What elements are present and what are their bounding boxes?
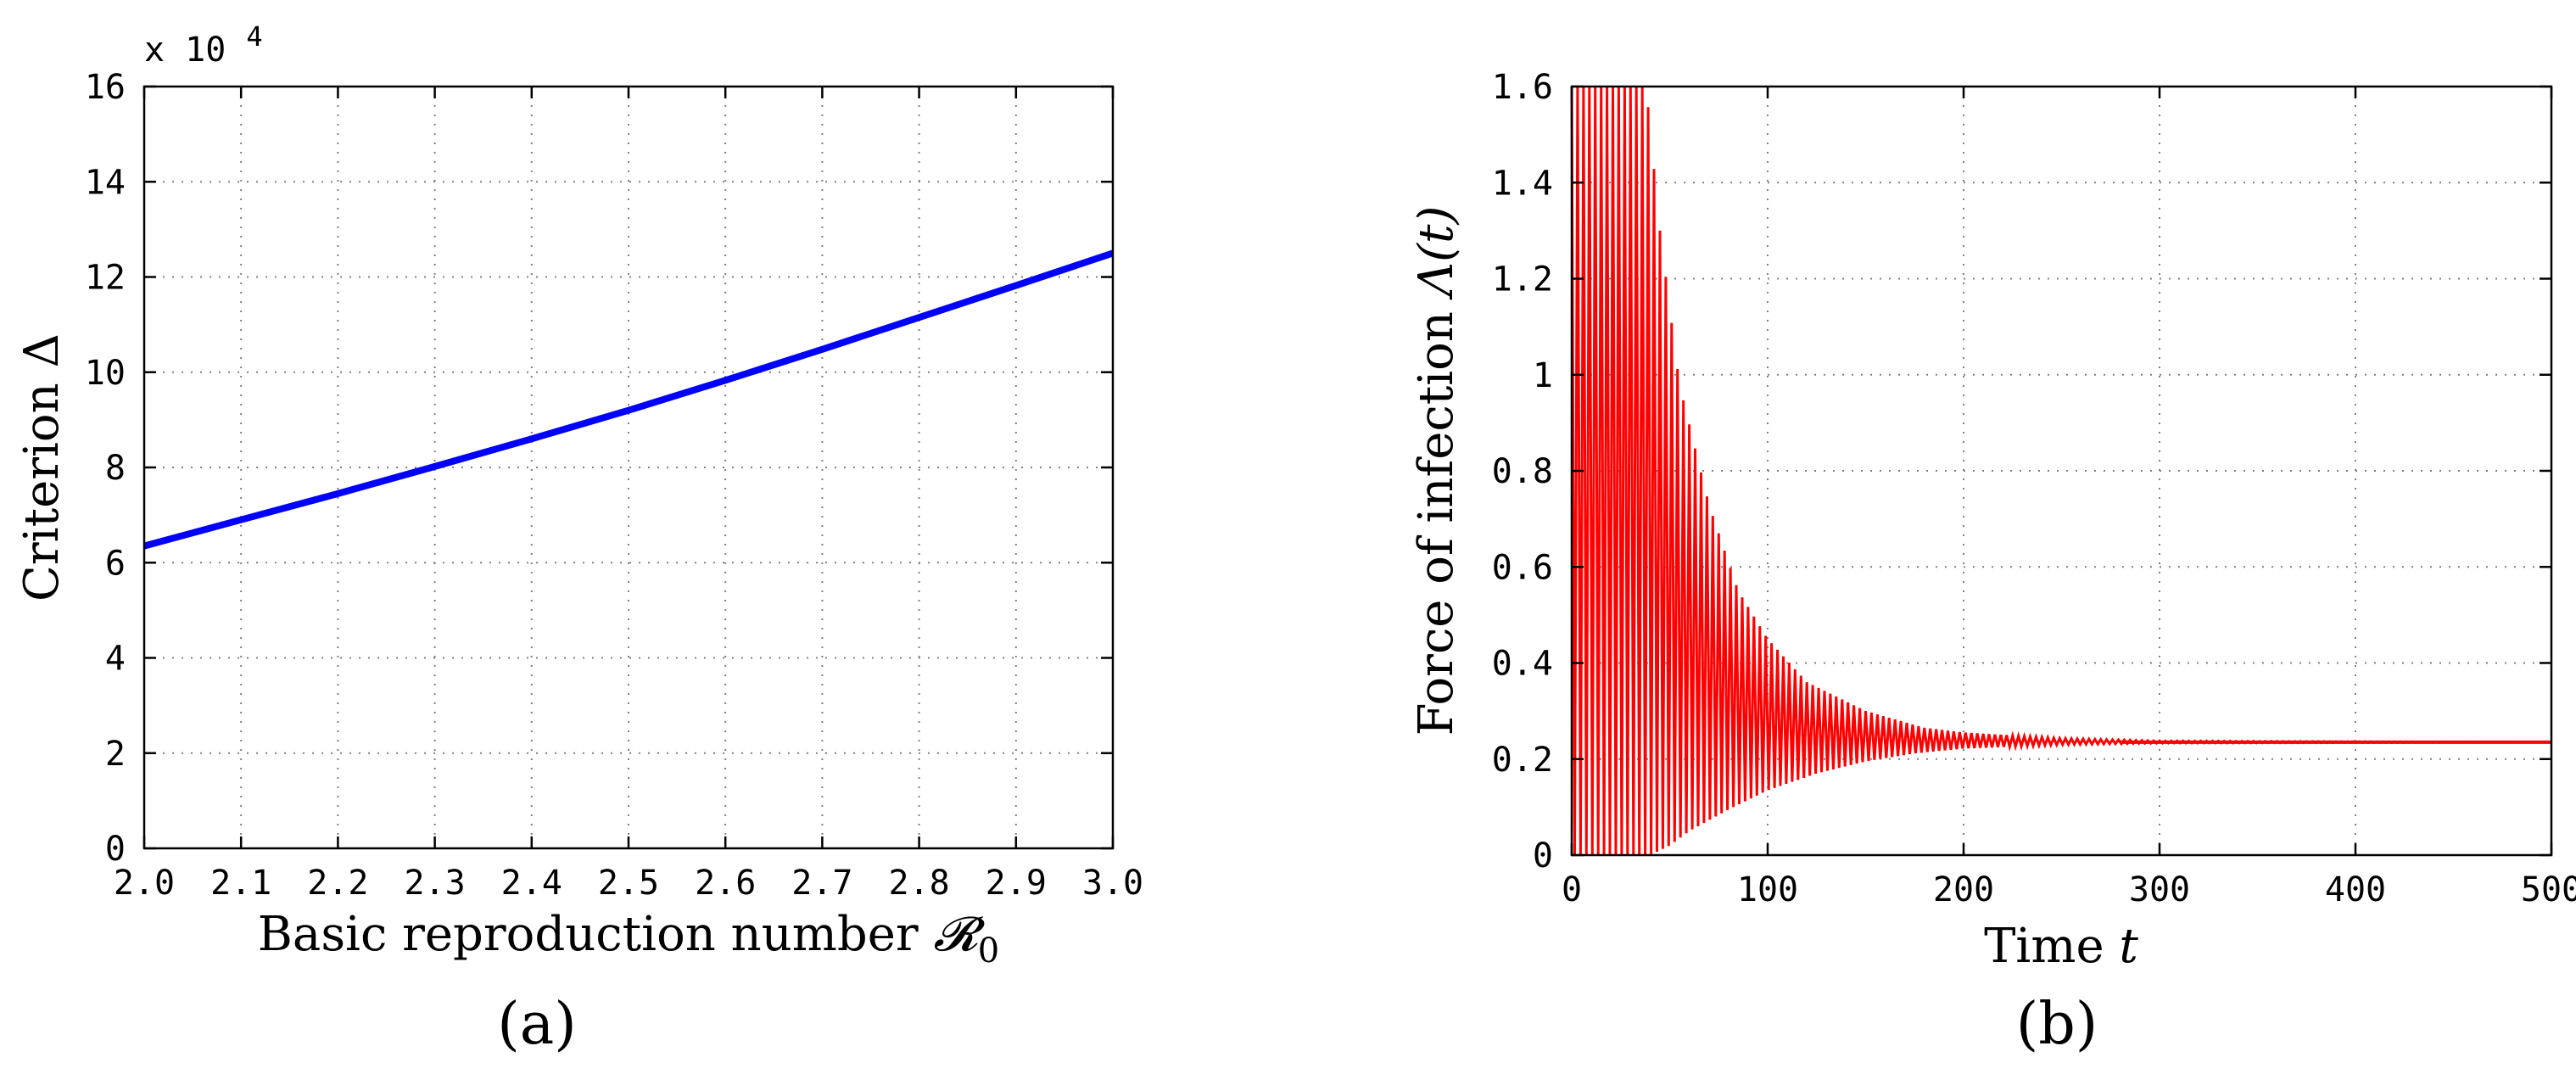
panel-b-x-tick-label: 400 [2325, 870, 2386, 909]
panel-a-label: (a) [497, 991, 577, 1058]
panel-a-y-tick-label: 0 [105, 830, 126, 869]
panel-a-x-tick-label: 2.0 [114, 864, 175, 903]
panel-b-x-tick-label: 500 [2521, 870, 2576, 909]
panel-b-y-tick-label: 1.4 [1492, 164, 1553, 203]
panel-a-y-tick-label: 8 [105, 449, 126, 488]
panel-a-y-tick-label: 6 [105, 544, 126, 583]
panel-a-x-tick-label: 2.1 [210, 864, 271, 903]
panel-a-x-tick-label: 2.6 [695, 864, 756, 903]
panel-a-x-tick-label: 2.7 [791, 864, 852, 903]
panel-b-grid [1572, 87, 2551, 855]
panel-a-x-tick-label: 3.0 [1082, 864, 1143, 903]
panel-a-x-tick-label: 2.5 [598, 864, 659, 903]
panel-a-y-tick-label: 2 [105, 735, 126, 774]
panel-a-axes-frame [142, 85, 1115, 850]
panel-b-x-tick-label: 0 [1562, 870, 1582, 909]
panel-b-x-tick-label: 200 [1933, 870, 1994, 909]
panel-b-label: (b) [2016, 991, 2098, 1058]
panel-b-y-tick-label: 0.6 [1492, 548, 1553, 587]
panel-a-ticks: 2.0 2.1 2.2 2.3 2.4 2.5 2.6 2.7 2.8 2.9 3.0 0 2 4 6 8 10… [85, 68, 1143, 903]
panel-a-y-tick-label: 10 [85, 354, 126, 393]
panel-b-y-tick-label: 0.2 [1492, 741, 1553, 780]
panel-a: 2.0 2.1 2.2 2.3 2.4 2.5 2.6 2.7 2.8 2.9 3.0 0 2 4 6 8 10… [14, 20, 1143, 1058]
panel-a-criterion-line [142, 249, 1115, 550]
panel-a-y-tick-label: 4 [105, 640, 126, 679]
panel-b-y-tick-label: 0.8 [1492, 452, 1553, 491]
panel-b-y-tick-label: 0 [1533, 836, 1553, 875]
panel-a-series [142, 249, 1115, 550]
panel-b-y-tick-label: 1.2 [1492, 260, 1553, 299]
panel-a-y-tick-label: 16 [85, 68, 126, 107]
panel-a-exponent-label: x 10 4 [144, 20, 263, 70]
panel-b-x-axis-label: Time t [1984, 919, 2138, 974]
panel-b-ticks: 0 100 200 300 400 500 0 0.2 0.4 0.6 0.8 1 1.2 1.4 1.6 [1492, 68, 2576, 909]
panel-a-x-axis-label: Basic reproduction number 𝓡0 [258, 907, 999, 971]
panel-a-y-tick-label: 14 [85, 163, 126, 202]
panel-b-y-tick-label: 1.6 [1492, 68, 1553, 107]
panel-a-y-tick-label: 12 [85, 259, 126, 298]
panel-b-x-tick-label: 100 [1737, 870, 1798, 909]
panel-b: 0 100 200 300 400 50000.20.40.60.811.21.41.6 … [1409, 68, 2576, 1058]
panel-b-y-tick-label: 0.4 [1492, 645, 1553, 684]
panel-a-x-tick-label: 2.9 [986, 864, 1047, 903]
panel-b-y-tick-label: 1 [1533, 356, 1553, 395]
panel-a-x-tick-label: 2.3 [404, 864, 465, 903]
panel-a-y-axis-label: Criterion Δ [14, 333, 70, 601]
panel-a-grid [144, 87, 1113, 848]
panel-b-y-axis-label: Force of infection Λ(t) [1409, 206, 1464, 736]
panel-b-x-tick-label: 300 [2129, 870, 2190, 909]
panel-b-series [1570, 86, 2551, 856]
panel-a-x-tick-label: 2.2 [307, 864, 368, 903]
panel-a-x-tick-label: 2.8 [888, 864, 949, 903]
panel-a-x-tick-label: 2.4 [501, 864, 562, 903]
